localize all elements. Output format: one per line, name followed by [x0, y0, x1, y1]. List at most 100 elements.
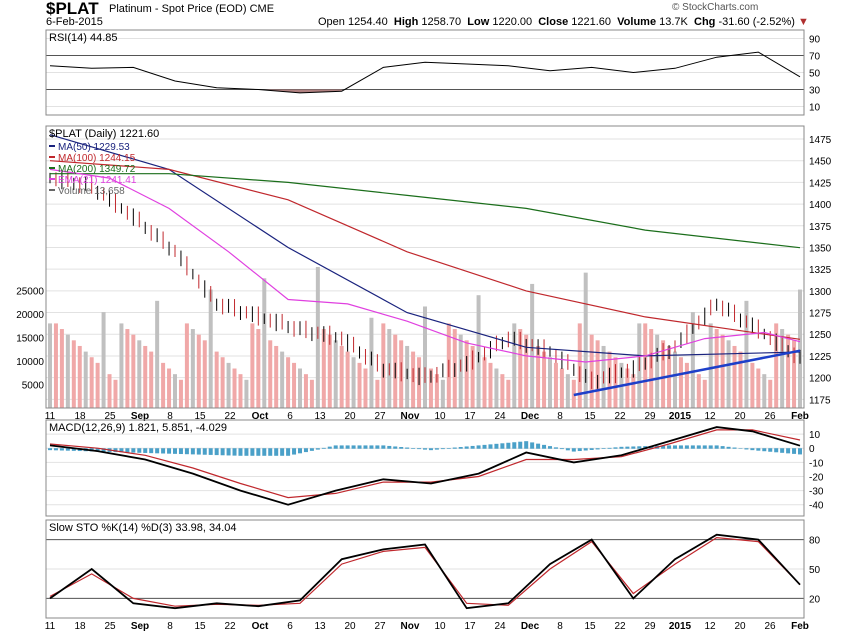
volume-bar	[83, 351, 88, 408]
x-tick-label: Oct	[252, 411, 269, 422]
macd-tick-label: -20	[809, 472, 824, 483]
macd-histogram-bar	[702, 445, 707, 449]
x-tick-label: 29	[644, 411, 656, 422]
macd-histogram-bar	[309, 448, 314, 451]
volume-bar	[750, 362, 755, 408]
macd-histogram-bar	[417, 448, 422, 450]
volume-bar	[559, 368, 564, 408]
macd-histogram-bar	[786, 448, 791, 454]
macd-histogram-bar	[143, 448, 148, 453]
macd-histogram-bar	[601, 448, 606, 449]
volume-bar	[583, 272, 588, 408]
macd-histogram-bar	[732, 447, 737, 449]
macd-histogram-bar	[714, 445, 719, 449]
volume-bar	[113, 379, 118, 408]
volume-bar	[268, 340, 273, 408]
macd-histogram-bar	[381, 445, 386, 449]
macd-histogram-bar	[631, 446, 636, 449]
volume-bar	[500, 374, 505, 408]
price-tick-label: 1300	[809, 287, 832, 298]
macd-histogram-bar	[440, 448, 445, 450]
legend-entry: MA(50) 1229.53	[58, 142, 130, 153]
volume-bar	[220, 357, 225, 408]
volume-bar	[292, 362, 297, 408]
volume-bar	[774, 323, 779, 408]
volume-bar	[428, 368, 433, 408]
volume-bar	[375, 379, 380, 408]
x-tick-label-bottom: 18	[74, 621, 86, 632]
description-text: Platinum - Spot Price (EOD)	[109, 3, 247, 15]
macd-histogram-bar	[607, 447, 612, 449]
macd-histogram-bar	[59, 448, 64, 451]
macd-histogram-bar	[738, 448, 743, 449]
open-label: Open	[318, 16, 345, 28]
macd-histogram-bar	[673, 445, 677, 449]
volume-bar	[321, 329, 326, 408]
high-value: 1258.70	[421, 16, 462, 28]
down-arrow-icon: ▼	[797, 16, 809, 28]
volume-bar	[161, 362, 166, 408]
sto-tick-label: 20	[809, 594, 821, 605]
volume-bar	[137, 340, 142, 408]
macd-histogram-bar	[613, 447, 618, 449]
price-title: $PLAT (Daily) 1221.60	[49, 128, 159, 140]
x-tick-label-bottom: 8	[167, 621, 173, 632]
macd-tick-label: -40	[809, 501, 824, 512]
macd-histogram-bar	[684, 445, 689, 449]
volume-bar	[702, 379, 707, 408]
x-tick-label-bottom: 17	[464, 621, 476, 632]
x-tick-label-bottom: 8	[557, 621, 563, 632]
volume-bar	[542, 351, 547, 408]
macd-histogram-bar	[71, 448, 76, 451]
macd-histogram-bar	[428, 448, 433, 451]
x-tick-label: 22	[614, 411, 626, 422]
sto-title: Slow STO %K(14) %D(3) 33.98, 34.04	[49, 522, 237, 534]
macd-tick-label: 0	[809, 444, 815, 455]
macd-line	[49, 426, 801, 506]
ma-line-ema21	[49, 168, 801, 363]
macd-histogram-bar	[178, 448, 183, 455]
macd-histogram-bar	[530, 442, 535, 449]
volume-bar	[107, 374, 112, 408]
macd-histogram-bar	[768, 448, 773, 452]
volume-bar	[661, 340, 666, 408]
macd-tick-label: -10	[809, 458, 824, 469]
macd-histogram-bar	[548, 446, 552, 449]
volume-bar	[101, 312, 106, 408]
volume-bar	[280, 351, 285, 408]
x-tick-label-bottom: 22	[224, 621, 236, 632]
volume-bar	[71, 340, 76, 408]
macd-histogram-bar	[161, 448, 166, 454]
price-tick-label: 1375	[809, 222, 832, 233]
macd-histogram-bar	[536, 443, 541, 449]
volume-tick-label: 15000	[16, 334, 44, 345]
macd-histogram-bar	[434, 448, 439, 450]
macd-histogram-bar	[500, 443, 505, 449]
volume-bar	[488, 362, 493, 408]
macd-signal-line	[49, 429, 801, 499]
rsi-line	[49, 51, 801, 94]
macd-histogram-bar	[708, 445, 713, 449]
volume-bar	[762, 374, 767, 408]
macd-histogram-bar	[65, 448, 70, 451]
volume-bar	[155, 300, 160, 408]
macd-histogram-bar	[95, 448, 100, 452]
volume-bar	[131, 334, 136, 408]
macd-histogram-bar	[780, 448, 785, 453]
macd-histogram-bar	[226, 448, 231, 456]
macd-histogram-bar	[357, 445, 362, 449]
macd-histogram-bar	[756, 448, 761, 451]
x-tick-label: 8	[557, 411, 563, 422]
macd-histogram-bar	[696, 445, 701, 449]
chg-value: -31.60 (-2.52%)	[718, 16, 795, 28]
rsi-tick-label: 30	[809, 86, 821, 97]
macd-histogram-bar	[690, 445, 695, 449]
macd-histogram-bar	[792, 448, 797, 454]
volume-bar	[48, 323, 52, 408]
x-tick-label: 13	[314, 411, 326, 422]
x-tick-label-bottom: 20	[344, 621, 356, 632]
price-tick-label: 1250	[809, 330, 832, 341]
macd-histogram-bar	[214, 448, 219, 456]
macd-histogram-bar	[470, 445, 475, 449]
ma-line-ma200	[50, 173, 801, 249]
